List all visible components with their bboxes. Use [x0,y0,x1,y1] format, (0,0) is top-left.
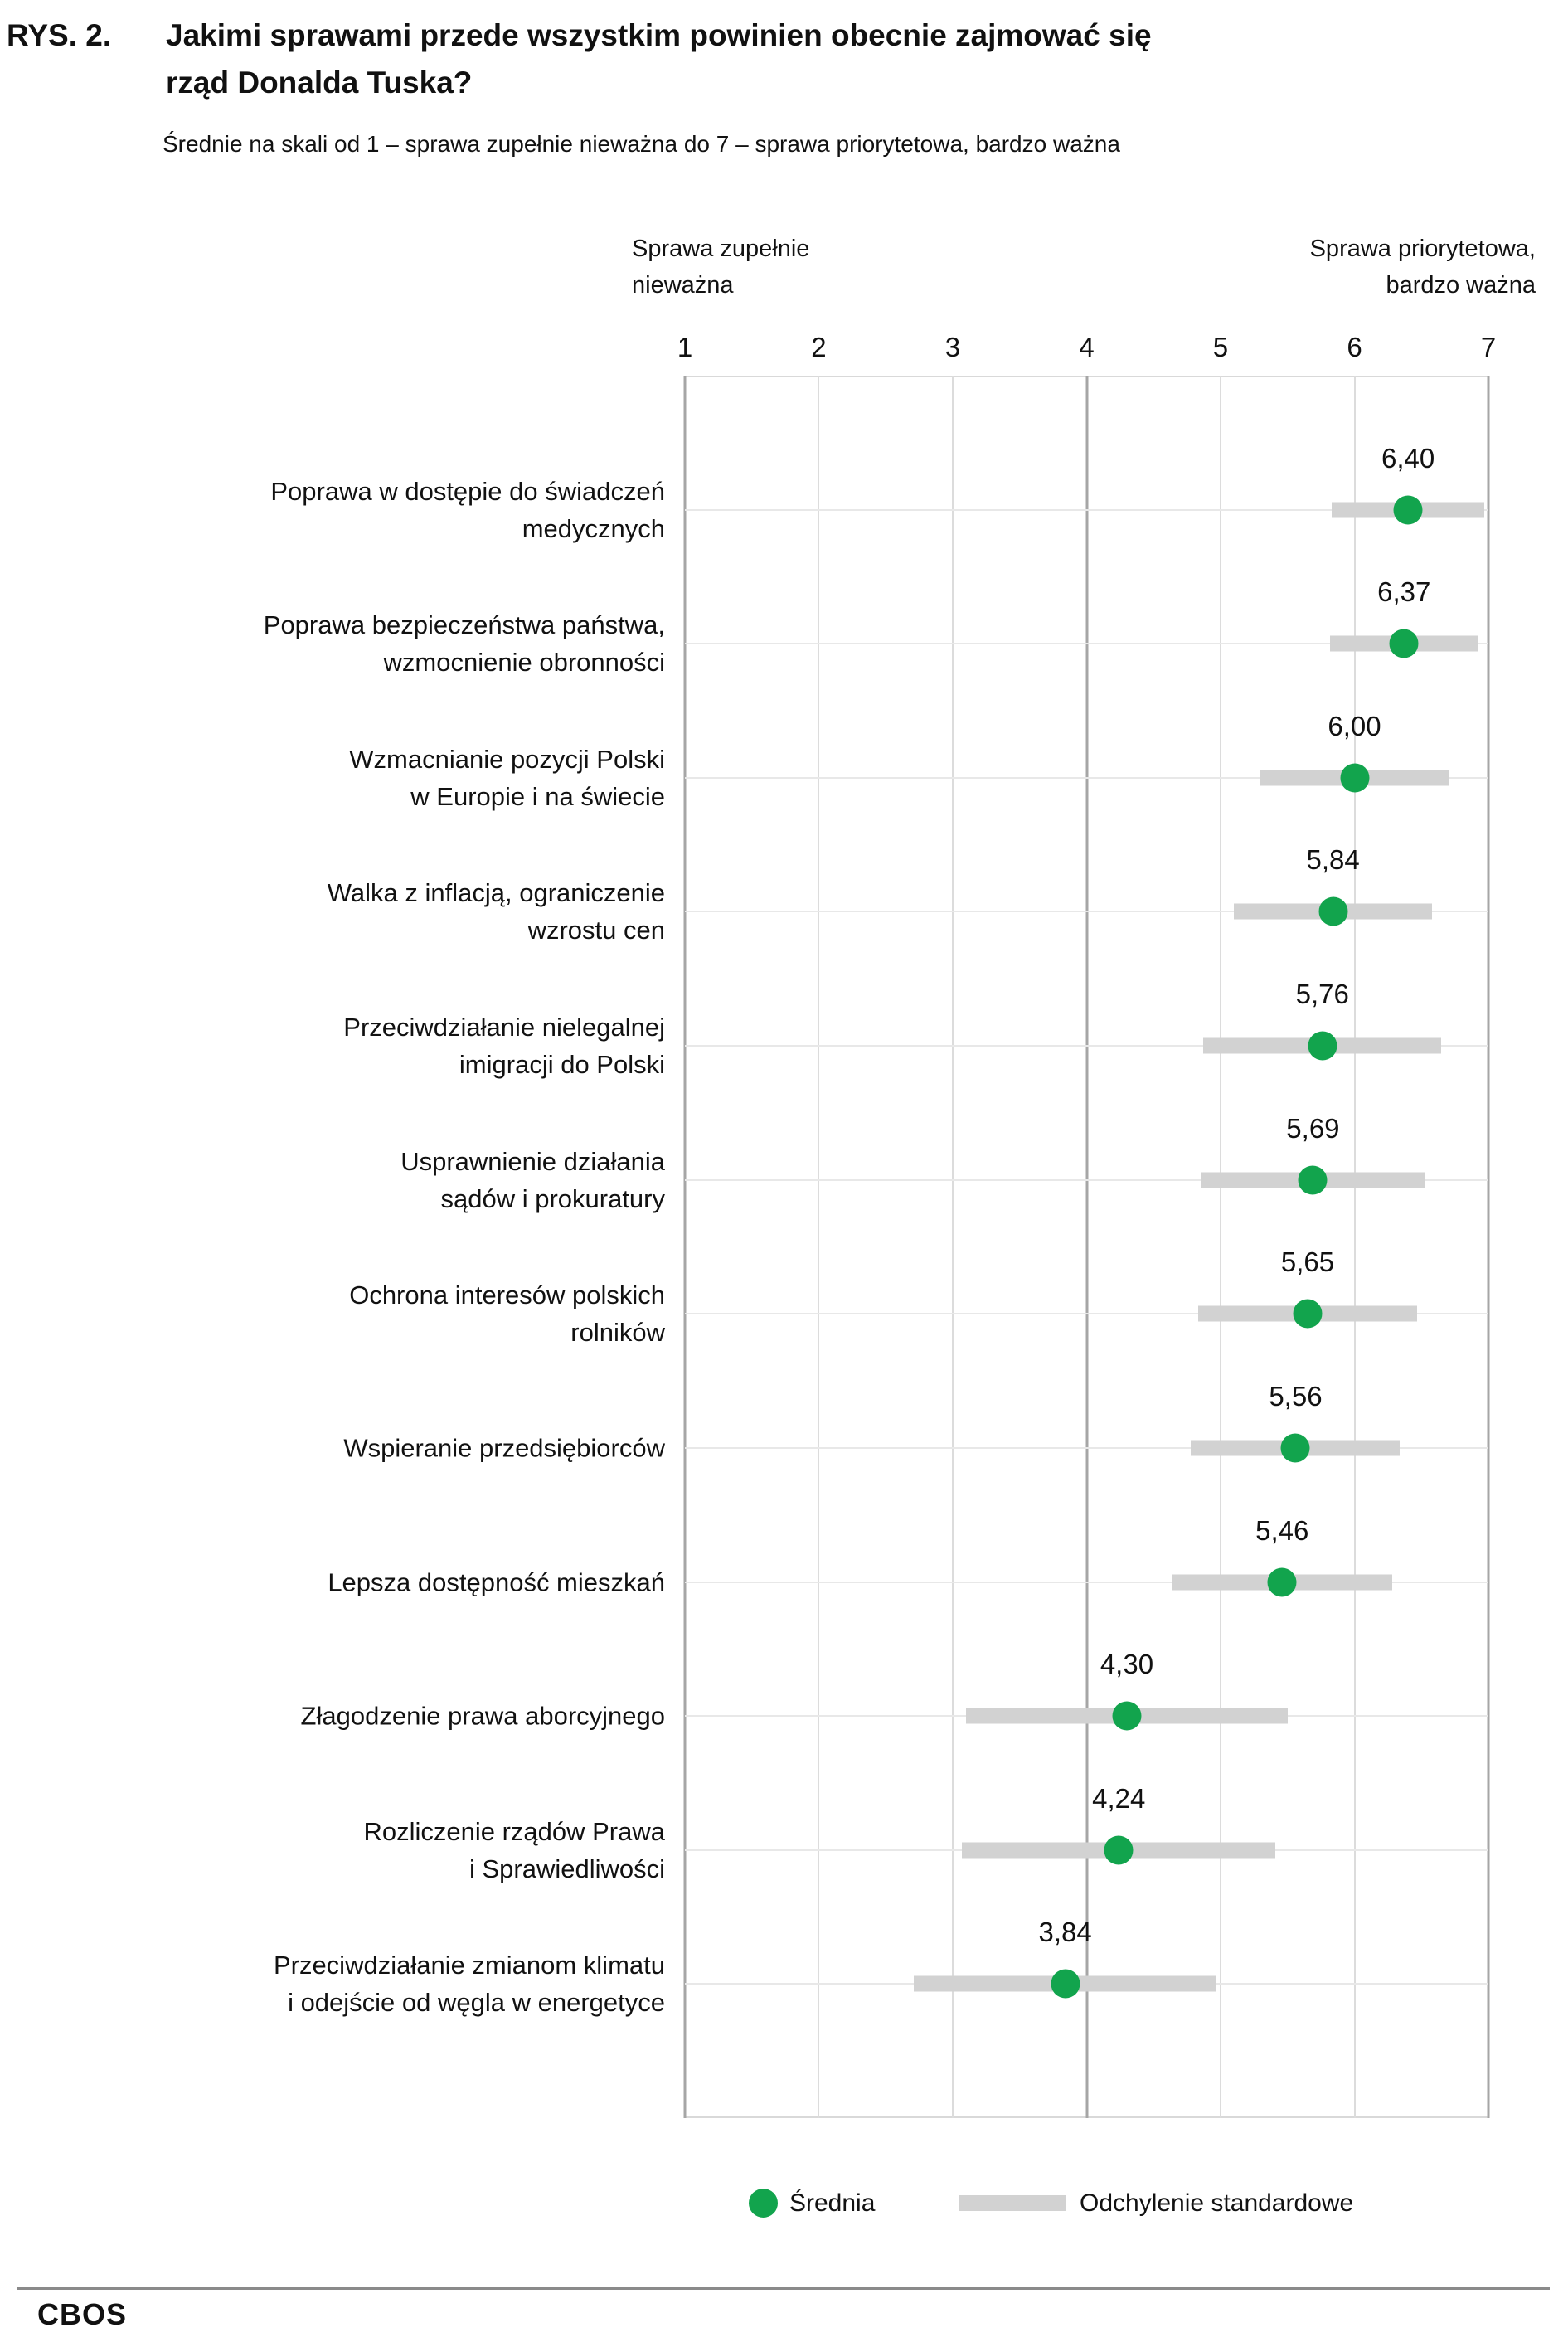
gridline-value-4 [1085,376,1088,2118]
gridline-value-2 [818,376,820,2118]
cbos-logo: CBOS [37,2297,128,2331]
figure-number: RYS. 2. [7,18,112,52]
category-label: Usprawnienie działania sądów i prokuratu… [400,1146,665,1213]
mean-dot [1389,629,1419,658]
legend-mean-label: Średnia [789,2189,876,2217]
mean-value-label: 6,40 [1381,442,1435,474]
gridline-value-1 [683,376,687,2118]
row-gridline [685,1581,1488,1583]
tick-label-2: 2 [811,332,827,362]
category-label: Wzmacnianie pozycji Polski w Europie i n… [349,744,665,811]
mean-dot [1393,495,1423,525]
category-label-column: Poprawa w dostępie do świadczeń medyczny… [33,376,665,2118]
axis-max-label: Sprawa priorytetowa, bardzo ważna [1309,236,1536,299]
mean-dot [1293,1299,1323,1329]
row-gridline [685,1313,1488,1315]
gridline-value-6 [1353,376,1356,2118]
figure-question-line2: rząd Donalda Tuska? [166,66,473,100]
figure-title: RYS. 2. Jakimi sprawami przede wszystkim… [7,12,1152,106]
footer-divider [17,2287,1550,2290]
category-label: Wspieranie przedsiębiorców [343,1433,665,1463]
mean-dot [1112,1701,1142,1731]
legend-mean-dot-icon [749,2189,778,2218]
category-label: Lepsza dostępność mieszkań [328,1567,665,1597]
mean-value-label: 6,00 [1328,710,1381,741]
axis-min-label: Sprawa zupełnie nieważna [632,236,810,299]
mean-value-label: 4,24 [1092,1782,1146,1814]
legend-sd-label: Odchylenie standardowe [1080,2189,1354,2217]
row-gridline [685,1178,1488,1181]
mean-dot [1280,1433,1310,1463]
mean-value-label: 3,84 [1038,1917,1092,1948]
mean-value-label: 6,37 [1377,576,1431,608]
mean-value-label: 4,30 [1100,1649,1154,1680]
row-gridline [685,1045,1488,1047]
tick-label-4: 4 [1079,332,1095,362]
axis-tick-row: 1 2 3 4 5 6 7 [677,332,1496,370]
category-label: Przeciwdziałanie zmianom klimatu i odejś… [273,1951,665,2018]
gridline-value-5 [1219,376,1221,2118]
row-gridline [685,643,1488,645]
tick-label-1: 1 [677,332,693,362]
mean-value-label: 5,56 [1269,1380,1323,1412]
mean-dot [1318,896,1348,926]
tick-label-6: 6 [1347,332,1362,362]
category-label: Ochrona interesów polskich rolników [349,1280,665,1348]
category-label: Walka z inflacją, ograniczenie wzrostu c… [327,878,665,945]
category-label: Poprawa w dostępie do świadczeń medyczny… [270,476,665,543]
category-label: Rozliczenie rządów Prawa i Sprawiedliwoś… [363,1816,665,1883]
figure-question: Jakimi sprawami przede wszystkim powinie… [166,12,1152,106]
mean-dot [1298,1165,1328,1195]
mean-dot [1267,1567,1297,1597]
mean-dot [1340,763,1369,793]
tick-label-5: 5 [1212,332,1229,362]
mean-value-label: 5,65 [1280,1246,1335,1278]
row-gridline [685,508,1488,511]
plot-area: 6,40 6,37 6,00 5,84 5,76 5,69 5,65 5,56 5,46 4,30… [683,376,1490,2118]
tick-label-7: 7 [1480,332,1497,362]
row-gridline [685,1446,1488,1449]
category-label: Poprawa bezpieczeństwa państwa, wzmocnie… [263,610,665,678]
legend-sd-bar-icon [959,2195,1066,2211]
category-label: Złagodzenie prawa aborcyjnego [300,1701,665,1731]
gridline-value-7 [1487,376,1490,2118]
tick-label-3: 3 [944,332,961,362]
mean-value-label: 5,84 [1306,844,1360,876]
mean-dot [1051,1969,1080,1999]
mean-value-label: 5,46 [1255,1514,1309,1546]
row-gridline [685,911,1488,913]
figure-question-line1: Jakimi sprawami przede wszystkim powinie… [166,18,1152,52]
row-gridline [685,776,1488,779]
mean-value-label: 5,69 [1286,1112,1340,1144]
gridline-value-3 [951,376,954,2118]
mean-dot [1104,1835,1134,1865]
figure-subtitle: Średnie na skali od 1 – sprawa zupełnie … [163,131,1120,157]
mean-dot [1308,1031,1337,1061]
category-label: Przeciwdziałanie nielegalnej imigracji d… [343,1013,665,1080]
mean-value-label: 5,76 [1295,979,1349,1010]
